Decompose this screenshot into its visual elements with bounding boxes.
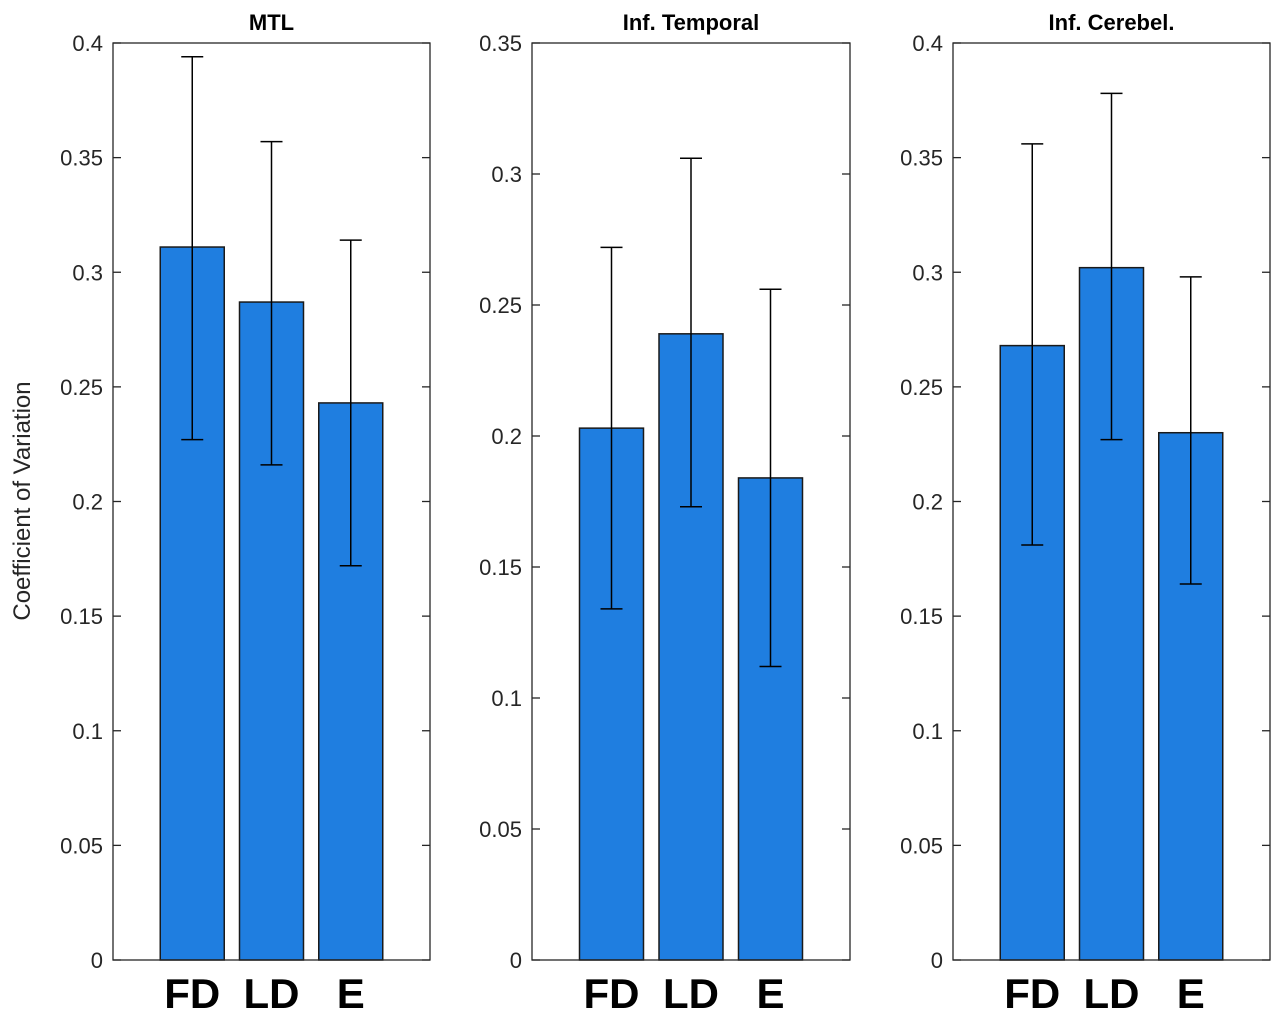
y-tick-label: 0.1 — [912, 719, 943, 744]
y-tick-label: 0.15 — [479, 555, 522, 580]
y-tick-label: 0.3 — [912, 260, 943, 285]
x-category-label: LD — [663, 970, 719, 1015]
y-tick-label: 0.15 — [900, 604, 943, 629]
y-tick-label: 0 — [510, 948, 522, 973]
y-tick-label: 0.3 — [491, 162, 522, 187]
x-category-label: LD — [1084, 970, 1140, 1015]
y-tick-label: 0.2 — [912, 490, 943, 515]
y-tick-label: 0.2 — [72, 490, 103, 515]
panel-title: MTL — [249, 10, 294, 35]
x-category-label: E — [337, 970, 365, 1015]
panel-title: Inf. Cerebel. — [1049, 10, 1175, 35]
y-tick-label: 0.4 — [912, 31, 943, 56]
chart-panel-1: 0 0.05 0.1 0.15 0.2 0.25 0.3 0.35 0.4 FD LD E MTL — [60, 10, 431, 1015]
x-category-label: FD — [164, 970, 220, 1015]
y-tick-label: 0.35 — [900, 146, 943, 171]
y-tick-label: 0.15 — [60, 604, 103, 629]
y-tick-label: 0.25 — [479, 293, 522, 318]
y-tick-label: 0.1 — [72, 719, 103, 744]
y-tick-label: 0.35 — [60, 146, 103, 171]
axes-frame — [531, 42, 851, 961]
y-tick-label: 0.25 — [60, 375, 103, 400]
y-tick-label: 0.35 — [479, 31, 522, 56]
y-tick-label: 0 — [931, 948, 943, 973]
y-tick-label: 0.05 — [900, 833, 943, 858]
chart-panel-3: 0 0.05 0.1 0.15 0.2 0.25 0.3 0.35 0.4 FD LD E Inf. C… — [900, 10, 1271, 1015]
y-tick-label: 0 — [91, 948, 103, 973]
x-category-label: FD — [1004, 970, 1060, 1015]
chart-panel-2: 0 0.05 0.1 0.15 0.2 0.25 0.3 0.35 FD LD E Inf. Temp… — [479, 10, 851, 1015]
y-tick-label: 0.3 — [72, 260, 103, 285]
panel-title: Inf. Temporal — [623, 10, 760, 35]
y-axis-label: Coefficient of Variation — [9, 381, 36, 620]
x-category-label: FD — [584, 970, 640, 1015]
y-tick-label: 0.05 — [479, 817, 522, 842]
y-tick-label: 0.05 — [60, 833, 103, 858]
x-category-label: E — [756, 970, 784, 1015]
x-category-label: E — [1177, 970, 1205, 1015]
y-tick-label: 0.2 — [491, 424, 522, 449]
y-tick-label: 0.1 — [491, 686, 522, 711]
y-tick-label: 0.4 — [72, 31, 103, 56]
y-tick-label: 0.25 — [900, 375, 943, 400]
x-category-label: LD — [244, 970, 300, 1015]
